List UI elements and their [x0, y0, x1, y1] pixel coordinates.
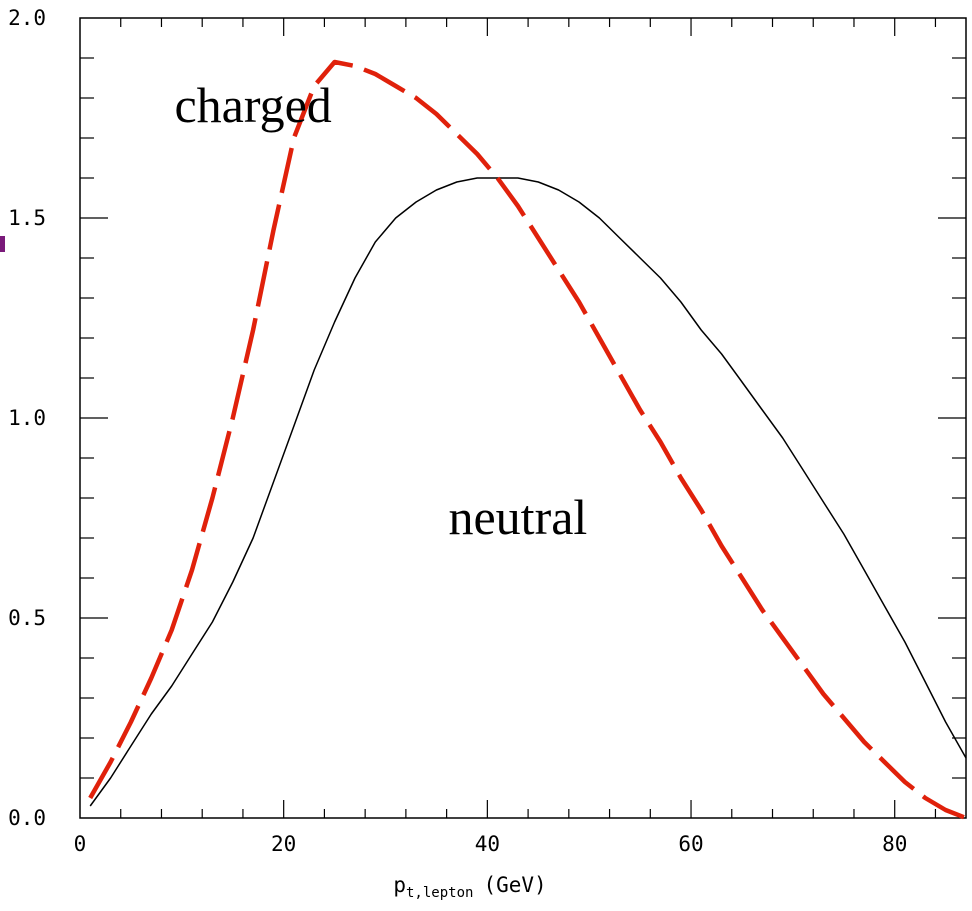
- series-line-charged: [88, 59, 967, 821]
- y-tick-label: 2.0: [8, 6, 46, 30]
- x-tick-label: 80: [882, 832, 907, 856]
- y-tick-label: 0.0: [8, 806, 46, 830]
- axis-tick-labels: 0 20 40 60 80 0.0 0.5 1.0 1.5 2.0: [8, 6, 907, 856]
- y-tick-label: 0.5: [8, 606, 46, 630]
- annotation-charged: charged: [174, 77, 331, 133]
- annotation-neutral: neutral: [448, 489, 587, 545]
- y-tick-label: 1.5: [8, 206, 46, 230]
- x-axis-label: pt,lepton (GeV): [393, 873, 546, 901]
- page-edge-marker: [0, 236, 5, 252]
- x-tick-label: 60: [678, 832, 703, 856]
- data-series: [88, 59, 967, 821]
- x-tick-label: 40: [475, 832, 500, 856]
- curve-annotations: charged neutral: [174, 77, 587, 545]
- x-tick-label: 20: [271, 832, 296, 856]
- series-line-neutral: [89, 177, 967, 807]
- axis-ticks: [80, 18, 966, 818]
- plot-frame: [79, 17, 967, 819]
- y-tick-label: 1.0: [8, 406, 46, 430]
- x-tick-label: 0: [74, 832, 87, 856]
